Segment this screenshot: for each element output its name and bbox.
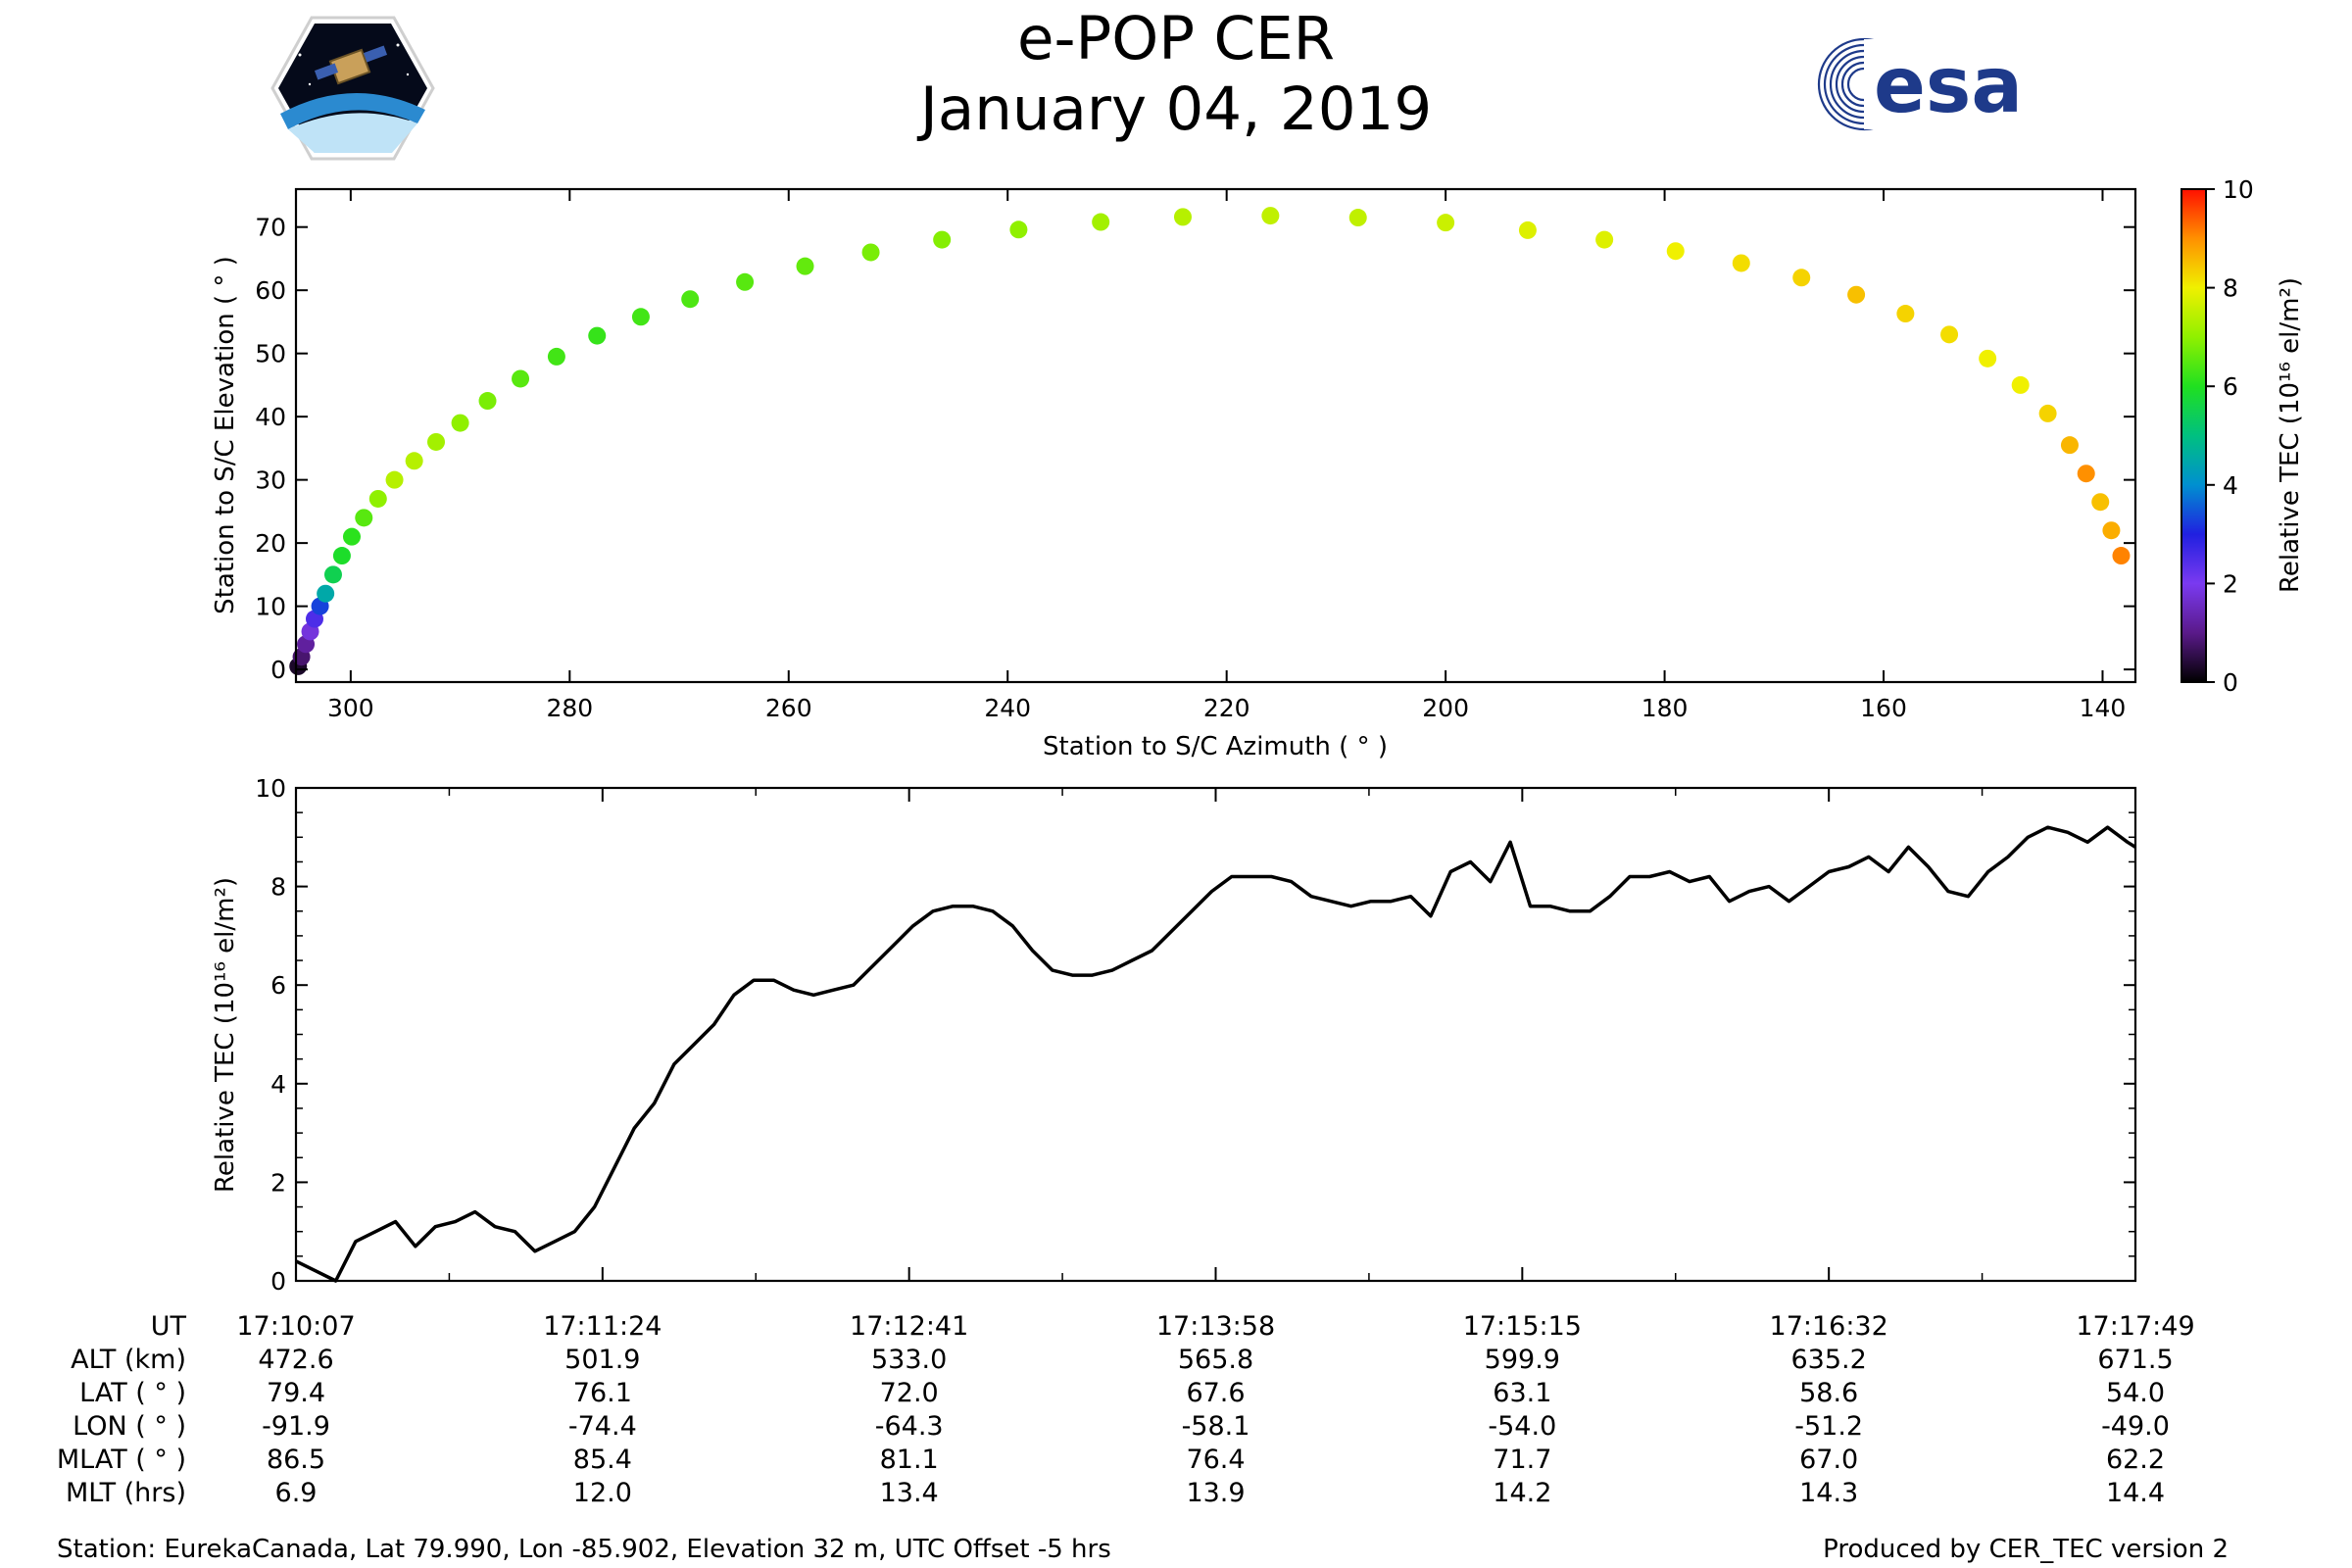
esa-logo-text: esa: [1874, 42, 2023, 130]
line-y-axis-label: Relative TEC (10¹⁶ el/m²): [211, 877, 240, 1193]
colorbar-tick-label: 8: [2223, 274, 2238, 303]
scatter-point: [1009, 220, 1028, 239]
scatter-point: [631, 308, 650, 326]
scatter-point: [861, 243, 880, 262]
scatter-y-tick-label: 40: [255, 403, 286, 431]
scatter-point: [1173, 208, 1192, 226]
colorbar-tick-label: 2: [2223, 569, 2238, 598]
scatter-point: [681, 290, 700, 309]
scatter-point: [2038, 404, 2057, 422]
colorbar-label: Relative TEC (10¹⁶ el/m²): [2276, 277, 2305, 593]
station-footer: Station: EurekaCanada, Lat 79.990, Lon -…: [57, 1535, 1111, 1564]
scatter-x-tick-label: 240: [984, 694, 1031, 722]
scatter-point: [588, 326, 607, 345]
figure-title: e-POP CER: [1016, 4, 1336, 74]
scatter-point: [1732, 254, 1750, 272]
scatter-point: [368, 489, 387, 508]
tec-line-panel: 0 2 4 6 8 10 Relative TEC (10¹⁶ el/m²): [211, 774, 2137, 1296]
scatter-point: [478, 392, 497, 411]
scatter-x-tick-label: 160: [1860, 694, 1907, 722]
line-y-tick-label: 10: [255, 774, 286, 803]
scatter-point: [1896, 305, 1915, 323]
scatter-point: [332, 547, 351, 565]
scatter-point: [2112, 547, 2131, 565]
scatter-x-axis-label: Station to S/C Azimuth ( ° ): [1043, 732, 1388, 761]
line-y-tick-label: 4: [270, 1070, 286, 1099]
scatter-x-tick-label: 260: [765, 694, 812, 722]
colorbar-tick-label: 0: [2223, 668, 2238, 697]
colorbar-tick-label: 4: [2223, 471, 2238, 500]
colorbar-tick-label: 6: [2223, 372, 2238, 401]
scatter-point: [547, 347, 565, 366]
scatter-x-tick-label: 220: [1203, 694, 1250, 722]
scatter-y-tick-label: 30: [255, 466, 286, 495]
colorbar-tick-label: 10: [2223, 175, 2254, 204]
elevation-scatter-panel: 300 280 260 240 220 200 180 160 140 0 10 20 30 40 50 6…: [211, 187, 2137, 761]
scatter-point: [1666, 242, 1685, 261]
scatter-point: [427, 432, 446, 451]
scatter-y-tick-label: 0: [270, 656, 286, 684]
scatter-point: [1437, 214, 1455, 232]
scatter-point: [512, 369, 530, 388]
figure-date: January 04, 2019: [919, 74, 1433, 144]
scatter-y-tick-label: 70: [255, 214, 286, 242]
scatter-point: [317, 584, 335, 603]
scatter-point: [2091, 493, 2110, 512]
colorbar-gradient: [2180, 188, 2207, 683]
scatter-point: [2011, 375, 2030, 394]
line-y-tick-label: 0: [270, 1267, 286, 1296]
scatter-point: [1595, 230, 1614, 249]
esa-logo-icon: esa: [1817, 37, 2023, 131]
scatter-point: [2077, 465, 2095, 483]
scatter-x-tick-label: 300: [327, 694, 374, 722]
scatter-x-tick-label: 200: [1422, 694, 1469, 722]
scatter-y-axis-label: Station to S/C Elevation ( ° ): [211, 256, 240, 614]
scatter-point: [1092, 213, 1110, 231]
line-y-tick-label: 6: [270, 971, 286, 1000]
scatter-point: [342, 527, 361, 546]
scatter-y-tick-label: 60: [255, 276, 286, 305]
scatter-point: [323, 565, 342, 584]
scatter-x-tick-label: 140: [2080, 694, 2127, 722]
scatter-point: [2102, 521, 2121, 540]
scatter-point: [1348, 209, 1367, 227]
scatter-y-tick-label: 20: [255, 529, 286, 558]
scatter-point: [1979, 349, 1997, 368]
line-y-tick-label: 8: [270, 873, 286, 902]
scatter-point: [2060, 436, 2079, 455]
tec-series-line: [295, 825, 2136, 1283]
produced-by-footer: Produced by CER_TEC version 2: [1823, 1535, 2229, 1564]
scatter-frame: [294, 187, 2137, 684]
scatter-x-tick-label: 280: [546, 694, 593, 722]
scatter-y-tick-label: 50: [255, 340, 286, 368]
scatter-y-tick-label: 10: [255, 593, 286, 621]
scatter-point: [1518, 220, 1537, 239]
cassiope-logo-icon: [270, 16, 435, 161]
scatter-point: [385, 470, 404, 489]
scatter-point: [1261, 207, 1280, 225]
scatter-point: [1847, 285, 1866, 304]
scatter-point: [451, 414, 469, 432]
scatter-point: [1940, 325, 1959, 344]
line-y-tick-label: 2: [270, 1168, 286, 1197]
scatter-point: [355, 509, 373, 527]
scatter-point: [405, 452, 423, 470]
scatter-point: [736, 272, 755, 291]
scatter-point: [933, 230, 952, 249]
tec-colorbar: 0 2 4 6 8 10 Relative TEC (10¹⁶ el/m²): [2180, 175, 2305, 697]
scatter-point: [1792, 269, 1811, 287]
scatter-point: [796, 257, 814, 275]
scatter-x-tick-label: 180: [1642, 694, 1689, 722]
